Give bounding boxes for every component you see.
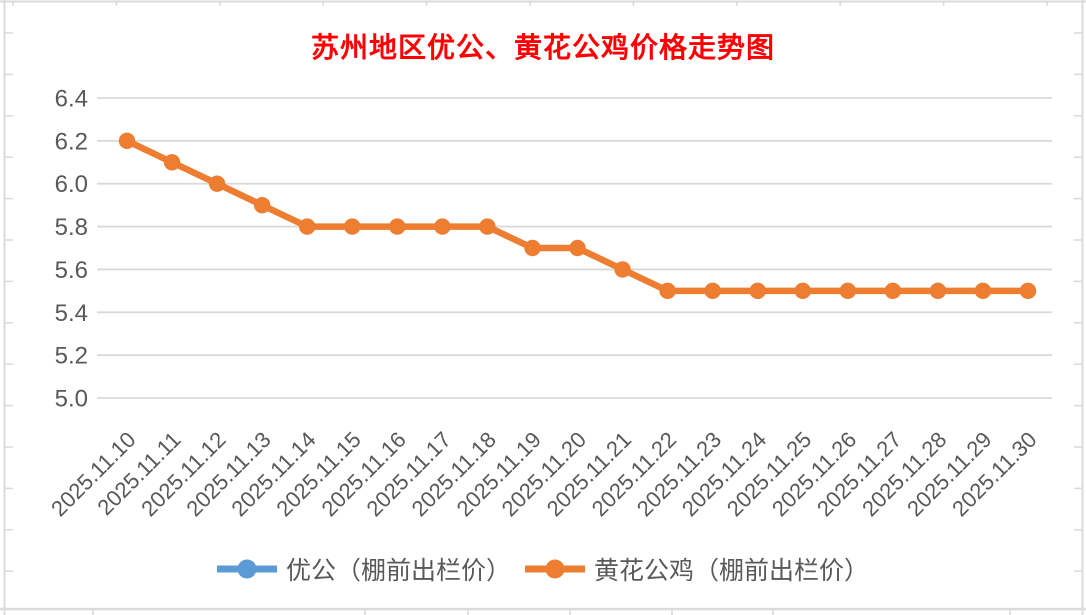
data-point-marker bbox=[299, 218, 316, 235]
data-point-marker bbox=[929, 282, 947, 300]
y-axis-label: 5.4 bbox=[55, 300, 88, 327]
data-point-marker bbox=[208, 175, 226, 192]
data-point-marker bbox=[749, 282, 766, 300]
data-point-marker bbox=[794, 282, 811, 300]
data-point-marker bbox=[524, 239, 541, 257]
y-axis-label: 5.2 bbox=[55, 343, 88, 370]
y-axis-label: 6.4 bbox=[55, 86, 88, 113]
legend-item-huanghua: 黄花公鸡（棚前出栏价） bbox=[525, 551, 869, 587]
data-point-marker bbox=[253, 196, 271, 214]
data-point-marker bbox=[344, 218, 361, 235]
series-line bbox=[123, 137, 1032, 295]
data-point-marker bbox=[704, 282, 721, 300]
data-point-marker bbox=[389, 218, 406, 235]
legend-label-huanghua: 黄花公鸡（棚前出栏价） bbox=[594, 558, 870, 585]
y-axis-label: 6.2 bbox=[55, 128, 88, 155]
data-point-marker bbox=[884, 282, 902, 300]
data-point-marker bbox=[659, 282, 676, 300]
legend-line-marker-icon bbox=[216, 559, 277, 579]
data-point-marker bbox=[569, 239, 586, 257]
legend-item-yougong: 优公（棚前出栏价） bbox=[216, 551, 511, 587]
data-point-marker bbox=[614, 261, 631, 278]
data-point-marker bbox=[1019, 282, 1037, 300]
legend-label-yougong: 优公（棚前出栏价） bbox=[285, 558, 511, 585]
data-point-marker bbox=[974, 282, 992, 300]
data-point-marker bbox=[434, 218, 451, 235]
y-axis-label: 6.0 bbox=[55, 171, 88, 198]
data-point-marker bbox=[479, 218, 496, 235]
data-point-marker bbox=[839, 282, 856, 300]
chart-title: 苏州地区优公、黄花公鸡价格走势图 bbox=[310, 33, 775, 64]
data-point-marker bbox=[118, 132, 136, 150]
chart-legend: 优公（棚前出栏价） 黄花公鸡（棚前出栏价） bbox=[0, 552, 1086, 586]
data-point-marker bbox=[163, 154, 181, 171]
y-axis-label: 5.0 bbox=[55, 386, 88, 413]
y-axis-label: 5.8 bbox=[55, 214, 88, 241]
legend-line-marker-icon bbox=[525, 559, 585, 579]
y-axis-label: 5.6 bbox=[55, 257, 88, 284]
